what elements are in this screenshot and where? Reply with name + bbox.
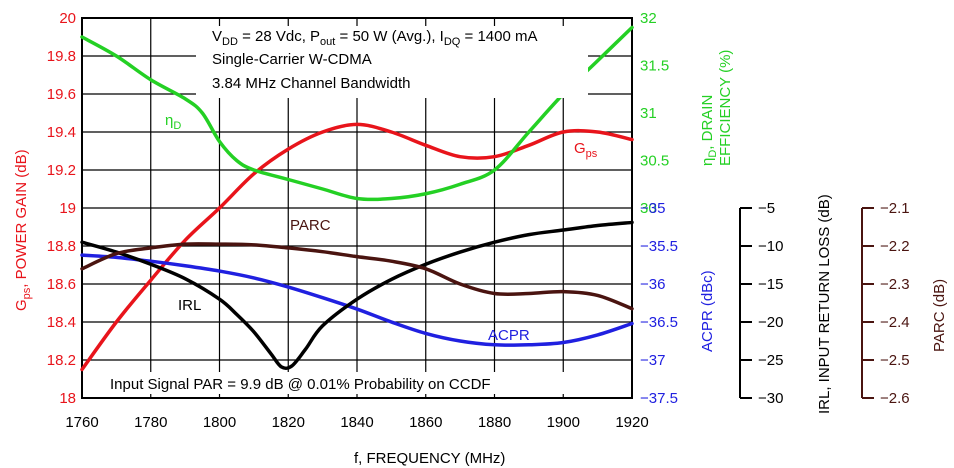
gain-tick-label: 18.4: [47, 314, 76, 331]
efficiency-axis-title-line-2: EFFICIENCY (%): [717, 50, 734, 166]
x-tick-label: 1860: [409, 414, 442, 431]
annotation-line-2: Single-Carrier W-CDMA: [212, 51, 372, 68]
efficiency-tick-label: 31: [640, 105, 657, 122]
x-tick-label: 1900: [547, 414, 580, 431]
series-label-gain: Gps: [574, 140, 598, 160]
x-tick-label: 1800: [203, 414, 236, 431]
gain-tick-label: 18.8: [47, 238, 76, 255]
irl-tick-label: −20: [758, 314, 783, 331]
efficiency-axis-title-line-1: ηD, DRAIN: [699, 95, 719, 166]
parc-tick-label: −2.6: [880, 390, 910, 407]
extra-axes: −5 −10 −15 −20 −25 −30 −2.1 −2.2 −2.3 −2.4 −2.5 −2.…: [739, 200, 910, 407]
series-label-acpr: ACPR: [488, 327, 530, 344]
x-tick-label: 1880: [478, 414, 511, 431]
series-label-irl: IRL: [178, 297, 201, 314]
series-line-parc: [80, 242, 634, 311]
acpr-tick-label: −36: [640, 276, 665, 293]
efficiency-tick-label: 31.5: [640, 58, 669, 75]
efficiency-tick-label: 32: [640, 10, 657, 27]
x-axis-title: f, FREQUENCY (MHz): [354, 450, 505, 467]
x-tick-label: 1840: [340, 414, 373, 431]
gain-tick-label: 18.2: [47, 352, 76, 369]
series-line-irl: [80, 220, 634, 371]
gain-axis-title: Gps, POWER GAIN (dB): [13, 149, 33, 311]
efficiency-tick-label: 30: [640, 200, 657, 217]
tick-labels: 1760 1780 1800 1820 1840 1860 1880 1900 19201818…: [47, 10, 678, 431]
bottom-note: Input Signal PAR = 9.9 dB @ 0.01% Probab…: [110, 376, 491, 393]
gain-tick-label: 19: [59, 200, 76, 217]
x-tick-label: 1760: [65, 414, 98, 431]
bottom-note-box: [100, 372, 568, 394]
series-label-parc: PARC: [290, 217, 331, 234]
gain-tick-label: 19.2: [47, 162, 76, 179]
x-tick-label: 1920: [615, 414, 648, 431]
gain-tick-label: 19.6: [47, 86, 76, 103]
acpr-tick-label: −37.5: [640, 390, 678, 407]
annotation-box: [196, 26, 588, 98]
series-group: [80, 25, 634, 372]
irl-tick-label: −25: [758, 352, 783, 369]
gain-tick-label: 19.8: [47, 48, 76, 65]
gain-tick-label: 20: [59, 10, 76, 27]
series-line-efficiency: [80, 25, 634, 202]
parc-tick-label: −2.5: [880, 352, 910, 369]
series-line-acpr: [80, 253, 634, 347]
gain-tick-label: 18.6: [47, 276, 76, 293]
series-line-gain: [80, 122, 634, 372]
parc-tick-label: −2.4: [880, 314, 910, 331]
gain-tick-label: 18: [59, 390, 76, 407]
irl-tick-label: −15: [758, 276, 783, 293]
parc-tick-label: −2.1: [880, 200, 910, 217]
parc-axis-title: PARC (dB): [931, 279, 948, 352]
annotation-line-1: VDD = 28 Vdc, Pout = 50 W (Avg.), IDQ = …: [212, 28, 538, 48]
irl-tick-label: −5: [758, 200, 775, 217]
acpr-tick-label: −35: [640, 200, 665, 217]
gain-tick-label: 19.4: [47, 124, 76, 141]
irl-tick-label: −10: [758, 238, 783, 255]
annotation-line-3: 3.84 MHz Channel Bandwidth: [212, 75, 410, 92]
x-tick-label: 1780: [134, 414, 167, 431]
parc-tick-label: −2.3: [880, 276, 910, 293]
x-tick-label: 1820: [272, 414, 305, 431]
acpr-tick-label: −35.5: [640, 238, 678, 255]
irl-axis-title: IRL, INPUT RETURN LOSS (dB): [816, 194, 833, 414]
acpr-tick-label: −37: [640, 352, 665, 369]
efficiency-tick-label: 30.5: [640, 153, 669, 170]
plot-frame: [81, 17, 633, 399]
acpr-tick-label: −36.5: [640, 314, 678, 331]
series-label-efficiency: ηD: [165, 112, 181, 132]
irl-tick-label: −30: [758, 390, 783, 407]
parc-tick-label: −2.2: [880, 238, 910, 255]
acpr-axis-title: ACPR (dBc): [699, 270, 716, 352]
